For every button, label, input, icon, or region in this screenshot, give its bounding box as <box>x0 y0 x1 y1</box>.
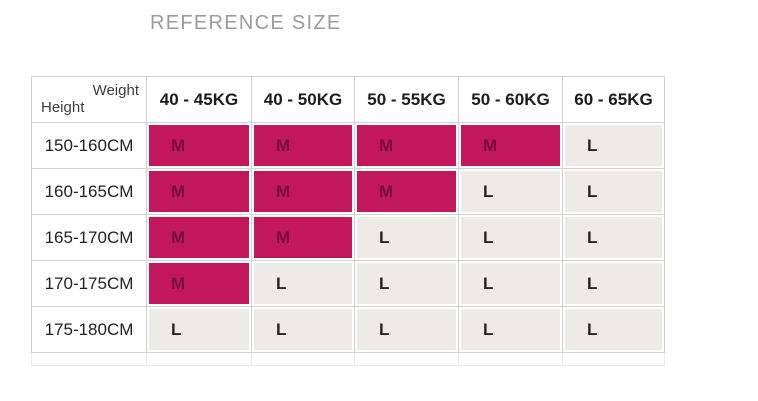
size-cell-highlighted: M <box>251 122 355 169</box>
page-title: REFERENCE SIZE <box>150 12 342 34</box>
size-cell: L <box>458 214 563 261</box>
weight-column-header: 60 - 65KG <box>562 76 665 123</box>
size-cell: L <box>562 168 665 215</box>
table-row: 170-175CM M L L L L <box>31 260 665 307</box>
height-row-header: 165-170CM <box>31 214 147 261</box>
height-row-header: 175-180CM <box>31 306 147 353</box>
size-cell-highlighted: M <box>146 260 252 307</box>
height-row-header: 160-165CM <box>31 168 147 215</box>
corner-header-cell: Weight Height <box>31 76 147 123</box>
size-cell: L <box>354 214 459 261</box>
empty-cell <box>251 352 355 366</box>
size-cell-highlighted: M <box>251 214 355 261</box>
size-cell: L <box>146 306 252 353</box>
size-cell: L <box>562 214 665 261</box>
size-cell: L <box>562 122 665 169</box>
size-cell-highlighted: M <box>354 122 459 169</box>
size-reference-table: Weight Height 40 - 45KG 40 - 50KG 50 - 5… <box>31 76 665 366</box>
empty-cell <box>146 352 252 366</box>
table-header-row: Weight Height 40 - 45KG 40 - 50KG 50 - 5… <box>31 76 665 123</box>
table-row: 160-165CM M M M L L <box>31 168 665 215</box>
corner-weight-label: Weight <box>92 82 139 99</box>
size-cell-highlighted: M <box>458 122 563 169</box>
corner-height-label: Height <box>41 99 85 116</box>
table-bottom-strip <box>31 352 665 366</box>
height-row-header: 150-160CM <box>31 122 147 169</box>
size-cell-highlighted: M <box>146 122 252 169</box>
empty-cell <box>354 352 459 366</box>
size-cell-highlighted: M <box>251 168 355 215</box>
size-cell: L <box>562 306 665 353</box>
empty-cell <box>458 352 563 366</box>
empty-cell <box>31 352 147 366</box>
size-cell: L <box>251 306 355 353</box>
height-row-header: 170-175CM <box>31 260 147 307</box>
size-cell-highlighted: M <box>146 214 252 261</box>
size-cell-highlighted: M <box>354 168 459 215</box>
weight-column-header: 40 - 50KG <box>251 76 355 123</box>
weight-column-header: 50 - 55KG <box>354 76 459 123</box>
size-cell: L <box>458 168 563 215</box>
size-cell-highlighted: M <box>146 168 252 215</box>
table-row: 175-180CM L L L L L <box>31 306 665 353</box>
size-cell: L <box>251 260 355 307</box>
weight-column-header: 40 - 45KG <box>146 76 252 123</box>
table-row: 150-160CM M M M M L <box>31 122 665 169</box>
size-cell: L <box>354 306 459 353</box>
size-cell: L <box>562 260 665 307</box>
size-cell: L <box>458 260 563 307</box>
empty-cell <box>562 352 665 366</box>
size-cell: L <box>458 306 563 353</box>
size-cell: L <box>354 260 459 307</box>
weight-column-header: 50 - 60KG <box>458 76 563 123</box>
table-row: 165-170CM M M L L L <box>31 214 665 261</box>
